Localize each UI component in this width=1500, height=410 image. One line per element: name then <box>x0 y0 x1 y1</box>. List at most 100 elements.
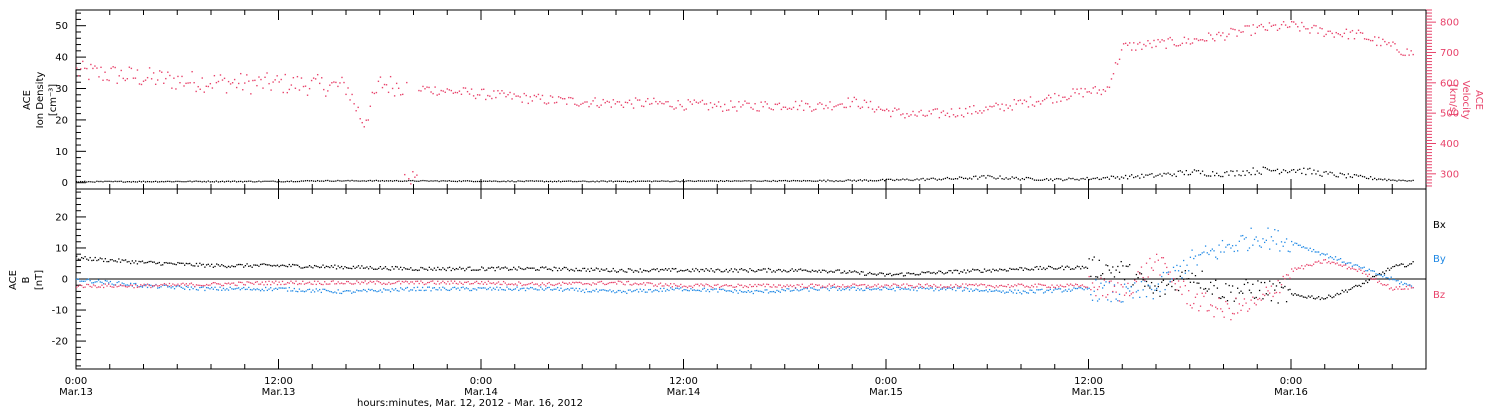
b-bx-point <box>1208 288 1210 290</box>
b-bz-point <box>703 285 706 287</box>
b-bx-point <box>1255 296 1257 299</box>
density-point <box>1351 176 1354 179</box>
b-bz-point <box>405 280 407 282</box>
velocity-point <box>96 67 98 69</box>
b-bz-point <box>501 283 503 286</box>
b-bz-point <box>1274 292 1276 294</box>
b-bx-point <box>1339 292 1342 295</box>
density-point <box>594 181 596 183</box>
velocity-point <box>638 99 641 101</box>
velocity-point <box>1033 105 1036 107</box>
b-by-point <box>1125 286 1127 288</box>
density-point <box>1185 169 1187 172</box>
velocity-point <box>446 88 448 90</box>
b-bx-point <box>329 266 331 269</box>
density-point <box>142 180 145 182</box>
b-by-point <box>202 286 204 288</box>
b-by-point <box>1166 272 1168 274</box>
density-point <box>191 181 193 183</box>
b-tick-label: -10 <box>52 306 68 317</box>
velocity-point <box>250 93 252 95</box>
b-by-point <box>1058 288 1060 290</box>
b-by-point <box>307 288 309 291</box>
b-bx-point <box>1059 266 1062 269</box>
b-by-point <box>1353 264 1355 266</box>
velocity-point <box>1171 39 1173 41</box>
b-by-point <box>700 290 702 292</box>
b-bx-point <box>806 270 808 272</box>
density-point <box>1114 177 1117 179</box>
b-bx-point <box>253 264 255 266</box>
b-by-point <box>211 286 213 289</box>
b-by-point <box>251 289 253 291</box>
density-point <box>1327 173 1329 175</box>
b-by-point <box>627 289 630 291</box>
b-bz-point <box>170 285 172 287</box>
velocity-point <box>519 96 521 98</box>
density-point <box>1086 176 1088 179</box>
b-by-point <box>843 288 846 291</box>
b-by-point <box>216 288 218 291</box>
density-point <box>296 180 299 183</box>
density-point <box>78 181 80 183</box>
density-point <box>1392 179 1394 181</box>
b-bx-point <box>583 267 586 270</box>
velocity-point <box>1169 36 1171 39</box>
legend-bx: Bx <box>1433 220 1446 231</box>
b-by-point <box>1361 267 1364 269</box>
velocity-point <box>946 112 949 114</box>
b-by-point <box>160 286 162 288</box>
b-by-point <box>219 286 221 288</box>
b-by-point <box>651 291 653 293</box>
velocity-point <box>1402 54 1404 56</box>
b-by-point <box>1167 271 1170 273</box>
b-bx-point <box>1324 298 1327 300</box>
b-bx-point <box>308 265 311 267</box>
velocity-point <box>740 106 742 108</box>
b-by-point <box>1078 287 1080 289</box>
b-bx-point <box>683 270 685 272</box>
b-bx-point <box>1355 284 1357 287</box>
density-point <box>205 181 207 183</box>
b-by-point <box>1144 280 1146 282</box>
b-bx-point <box>207 263 209 265</box>
velocity-point <box>758 110 760 112</box>
b-by-point <box>597 291 599 293</box>
b-by-point <box>740 291 743 293</box>
density-point <box>1372 178 1374 181</box>
b-bx-point <box>497 266 500 268</box>
b-by-point <box>1093 290 1095 292</box>
b-bz-point <box>239 281 241 283</box>
b-by-point <box>1264 241 1266 244</box>
b-bx-point <box>163 262 166 264</box>
b-by-point <box>907 288 910 290</box>
b-bz-point <box>838 286 841 288</box>
density-point <box>979 176 981 178</box>
b-bx-point <box>604 269 606 271</box>
b-bz-point <box>511 283 513 285</box>
b-bz-point <box>283 283 285 286</box>
b-bx-point <box>609 270 611 273</box>
b-by-point <box>629 289 631 291</box>
b-by-point <box>715 288 717 290</box>
density-point <box>1124 174 1127 177</box>
b-bz-point <box>465 281 468 284</box>
density-point <box>509 180 511 183</box>
density-point <box>1025 176 1028 179</box>
density-point <box>229 181 232 183</box>
b-bz-point <box>786 284 788 286</box>
density-point <box>290 180 292 182</box>
b-bx-point <box>1410 263 1413 265</box>
b-bx-point <box>821 269 824 271</box>
b-by-point <box>393 289 395 291</box>
b-bx-point <box>967 269 969 271</box>
b-bz-point <box>292 282 294 284</box>
b-by-point <box>1252 244 1254 246</box>
density-point <box>468 180 471 182</box>
b-bx-point <box>1306 297 1308 299</box>
b-by-point <box>631 291 633 293</box>
b-bx-point <box>104 258 106 260</box>
velocity-point <box>604 102 606 104</box>
b-bx-point <box>457 268 459 270</box>
density-point <box>1295 171 1297 173</box>
